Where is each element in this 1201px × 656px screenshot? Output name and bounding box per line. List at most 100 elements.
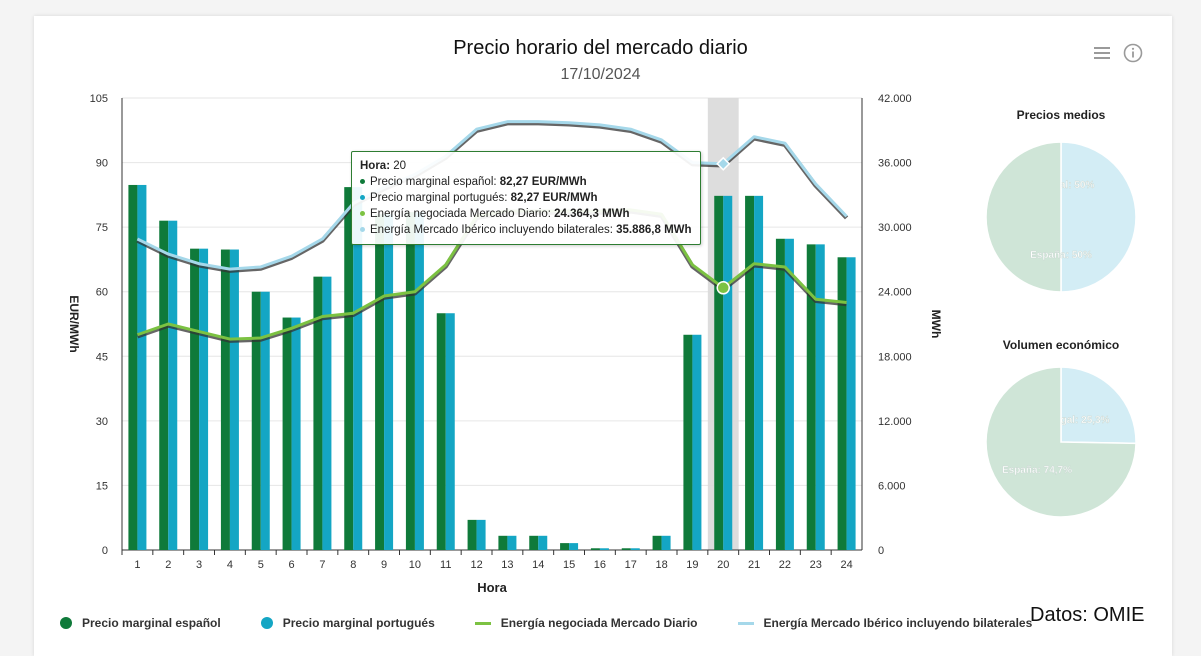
legend-marker-line <box>474 621 491 625</box>
legend-marker-line <box>737 621 754 625</box>
bar-es <box>405 212 415 551</box>
bar-pt <box>538 535 548 550</box>
bar-es <box>775 238 785 550</box>
y-tick-label: 75 <box>96 222 108 234</box>
main-chart: 015304560759010506.00012.00018.00024.000… <box>67 93 1137 595</box>
legend-item-energy-md[interactable]: Energía negociada Mercado Diario <box>474 616 698 630</box>
hover-point-md <box>716 281 730 295</box>
bar-pt <box>260 291 270 550</box>
bar-es <box>498 535 508 550</box>
y-tick-label: 105 <box>90 93 108 105</box>
info-icon[interactable] <box>1122 42 1144 64</box>
tooltip-dot <box>360 195 365 201</box>
bar-es <box>344 187 354 550</box>
bar-pt <box>784 238 794 550</box>
tooltip: Hora: 20 Precio marginal español: 82,27 … <box>351 151 701 245</box>
y-tick-label: 0 <box>102 545 108 557</box>
bar-es <box>159 220 169 550</box>
x-tick-label: 16 <box>594 559 606 571</box>
bar-pt <box>630 548 640 550</box>
pie-precios-slice <box>985 141 1062 293</box>
bar-es <box>282 317 292 550</box>
line-energy-mibel <box>136 120 848 271</box>
bar-es <box>128 184 138 551</box>
bar-pt <box>199 248 209 550</box>
tooltip-hour-label: Hora: <box>360 160 391 172</box>
bar-es <box>251 291 261 550</box>
x-tick-label: 17 <box>625 559 637 571</box>
tooltip-dot <box>360 179 365 185</box>
y-tick-label: 45 <box>96 351 108 363</box>
chart-subtitle: 17/10/2024 <box>560 66 641 83</box>
x-tick-label: 3 <box>196 559 202 571</box>
tooltip-row-value: 24.364,3 MWh <box>554 208 630 220</box>
bar-es <box>837 257 847 550</box>
x-tick-label: 24 <box>840 559 852 571</box>
pie-title-precios: Precios medios <box>1016 108 1106 122</box>
legend-marker-dot <box>60 617 72 629</box>
tooltip-hour-value: 20 <box>393 160 407 172</box>
x-tick-label: 18 <box>655 559 667 571</box>
bar-pt <box>692 334 702 550</box>
menu-icon[interactable] <box>1091 42 1113 64</box>
y2-tick-label: 0 <box>878 545 884 557</box>
bar-pt <box>661 535 671 550</box>
tooltip-row: Energía Mercado Ibérico incluyendo bilat… <box>360 222 692 238</box>
bar-es <box>560 543 570 550</box>
x-tick-label: 14 <box>532 559 544 571</box>
bar-pt <box>353 187 363 550</box>
bar-pt <box>569 543 579 550</box>
legend-label: Precio marginal portugués <box>282 616 435 630</box>
x-tick-label: 20 <box>717 559 729 571</box>
pie-volumen-slice <box>1060 366 1137 445</box>
y2-tick-label: 36.000 <box>878 158 912 170</box>
x-tick-label: 23 <box>810 559 822 571</box>
tooltip-dot <box>360 227 365 233</box>
legend-item-energy-mibel[interactable]: Energía Mercado Ibérico incluyendo bilat… <box>737 616 1032 630</box>
bar-es <box>714 195 724 551</box>
legend-item-pt-price[interactable]: Precio marginal portugués <box>260 616 435 630</box>
legend: Precio marginal español Precio marginal … <box>60 616 1072 630</box>
pie-volumen-slice <box>985 366 1137 518</box>
y-tick-label: 60 <box>96 287 108 299</box>
legend-item-es-price[interactable]: Precio marginal español <box>60 616 221 630</box>
tooltip-row-label: Precio marginal español: <box>370 176 497 188</box>
bar-es <box>621 548 631 550</box>
legend-label: Energía negociada Mercado Diario <box>500 616 698 630</box>
bar-pt <box>414 212 424 551</box>
x-tick-label: 21 <box>748 559 760 571</box>
bar-pt <box>168 220 178 550</box>
x-tick-label: 7 <box>319 559 325 571</box>
bar-es <box>375 214 385 550</box>
tooltip-row: Energía negociada Mercado Diario: 24.364… <box>360 206 692 222</box>
tooltip-row-label: Precio marginal portugués: <box>370 192 508 204</box>
x-tick-label: 8 <box>350 559 356 571</box>
x-tick-label: 9 <box>381 559 387 571</box>
x-tick-label: 2 <box>165 559 171 571</box>
x-tick-label: 15 <box>563 559 575 571</box>
legend-label: Precio marginal español <box>82 616 221 630</box>
bar-pt <box>291 317 301 550</box>
y2-tick-label: 42.000 <box>878 93 912 105</box>
x-tick-label: 12 <box>470 559 482 571</box>
x-tick-label: 1 <box>134 559 140 571</box>
bar-pt <box>846 257 856 550</box>
source-note: Datos: OMIE <box>1030 604 1145 626</box>
tooltip-dot <box>360 211 365 217</box>
pie-precios-slice <box>1060 141 1137 293</box>
pie-volumen-label: Portugal: 25,3% <box>1034 415 1109 426</box>
y2-tick-label: 6.000 <box>878 480 906 492</box>
y2-tick-label: 12.000 <box>878 416 912 428</box>
x-tick-label: 19 <box>686 559 698 571</box>
bar-pt <box>723 195 733 551</box>
bar-es <box>313 276 323 550</box>
hover-point-mibel <box>716 156 731 171</box>
x-tick-label: 10 <box>409 559 421 571</box>
tooltip-row-value: 35.886,8 MWh <box>616 224 692 236</box>
x-tick-label: 5 <box>258 559 264 571</box>
x-tick-label: 4 <box>227 559 233 571</box>
y-axis-title: EUR/MWh <box>67 295 81 352</box>
bar-pt <box>229 249 239 550</box>
x-tick-label: 13 <box>501 559 513 571</box>
pie-precios-label: España: 50% <box>1030 250 1092 261</box>
